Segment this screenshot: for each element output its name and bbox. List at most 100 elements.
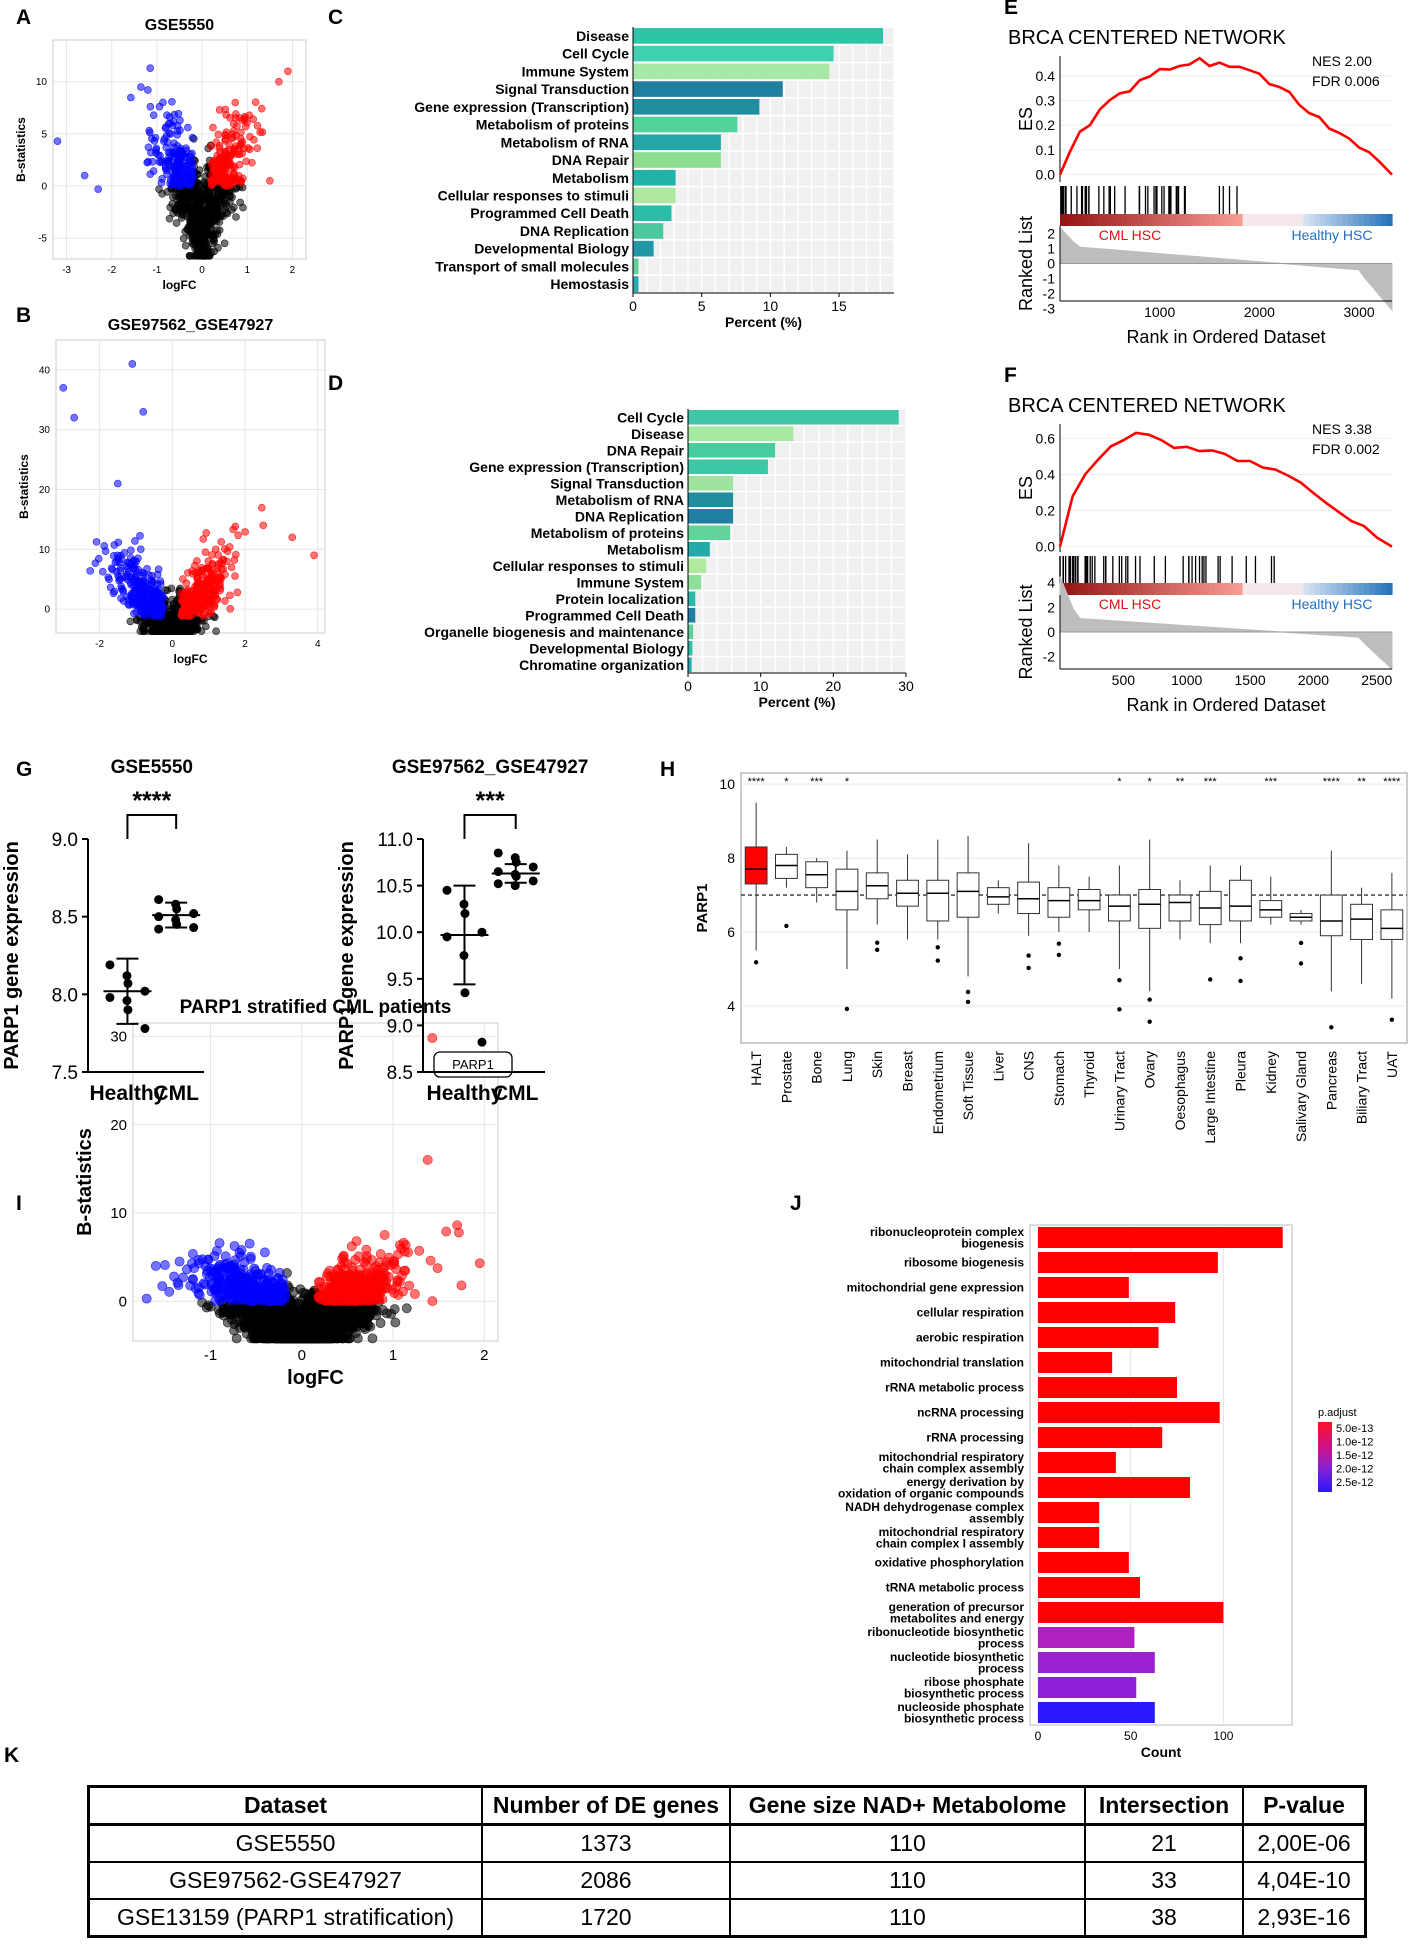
rank-heat-cell xyxy=(1320,214,1327,226)
panel-letter-k: K xyxy=(4,1744,19,1767)
up-point xyxy=(226,604,235,613)
up-point xyxy=(227,563,236,572)
ns-point xyxy=(386,1309,397,1319)
panel-letter-j: J xyxy=(790,1192,802,1215)
category-label: Cell Cycle xyxy=(562,46,629,62)
y-tick-label: 10 xyxy=(110,1205,127,1222)
x-tick-label: 10 xyxy=(753,678,769,694)
down-point xyxy=(156,577,165,585)
bar xyxy=(688,525,731,541)
up-point xyxy=(422,1155,433,1165)
panel-letter-g: G xyxy=(16,758,32,781)
x-tick-label: 4 xyxy=(315,639,321,650)
down-point xyxy=(146,597,154,606)
down-point xyxy=(237,1272,248,1283)
y-tick-label: 20 xyxy=(110,1117,127,1134)
gsea-title: BRCA CENTERED NETWORK xyxy=(1008,27,1286,49)
rank-heat-cell xyxy=(1087,214,1094,226)
down-point xyxy=(182,1264,192,1275)
ns-point xyxy=(198,252,207,260)
rank-heat-cell xyxy=(1093,214,1100,226)
ns-point xyxy=(193,206,202,215)
down-point xyxy=(160,137,168,146)
down-point xyxy=(100,542,109,550)
rank-heat-cell xyxy=(1375,214,1382,226)
down-point xyxy=(188,1274,198,1285)
rank-heat-cell xyxy=(1369,214,1376,226)
rl-tick-label: -2 xyxy=(1043,286,1056,302)
up-point xyxy=(310,551,318,560)
down-point xyxy=(135,585,143,594)
bar xyxy=(688,624,694,640)
bar xyxy=(633,98,760,115)
down-point xyxy=(250,1280,261,1291)
up-point xyxy=(238,116,247,125)
up-point xyxy=(209,575,218,584)
y-tick-label: 10 xyxy=(36,77,48,88)
up-point xyxy=(259,521,268,530)
down-point xyxy=(136,545,145,554)
bar xyxy=(633,116,738,133)
ns-point xyxy=(236,198,244,207)
up-point xyxy=(205,599,214,608)
down-point xyxy=(162,123,170,131)
up-point xyxy=(230,120,238,128)
ns-point xyxy=(220,239,229,248)
x-tick-label: 1 xyxy=(389,1347,397,1364)
rank-heat-cell xyxy=(1076,214,1083,226)
category-label: Disease xyxy=(631,426,684,442)
up-point xyxy=(177,596,186,604)
bar xyxy=(633,45,834,62)
up-point xyxy=(237,128,245,137)
rank-heat-cell xyxy=(1109,214,1116,226)
panel-letter-b: B xyxy=(16,304,31,327)
down-point xyxy=(145,571,153,579)
panel-letter-d: D xyxy=(328,372,343,395)
rank-heat-cell xyxy=(1281,214,1288,226)
ns-point xyxy=(325,1324,336,1335)
x-tick-label: 0 xyxy=(684,678,692,694)
up-point xyxy=(231,550,240,559)
down-point xyxy=(214,1270,225,1280)
rank-heat-cell xyxy=(1342,214,1349,226)
bar xyxy=(633,187,676,204)
ns-point xyxy=(198,212,207,220)
ns-point xyxy=(169,602,178,611)
ns-point xyxy=(299,1293,309,1304)
up-point xyxy=(217,559,226,568)
ns-point xyxy=(322,1333,333,1344)
category-label: Cell Cycle xyxy=(617,409,684,425)
category-label: Metabolism of proteins xyxy=(531,525,684,541)
ns-point xyxy=(179,234,188,243)
up-point xyxy=(404,1280,415,1291)
down-point xyxy=(182,144,190,152)
up-point xyxy=(226,174,234,183)
down-point xyxy=(156,151,164,160)
down-point xyxy=(136,532,144,540)
x-tick-label: 0 xyxy=(629,298,637,314)
up-point xyxy=(214,171,222,180)
up-point xyxy=(212,160,220,169)
rank-heat-cell xyxy=(1386,214,1393,226)
y-tick-label: 0 xyxy=(44,605,50,616)
category-label: Organelle biogenesis and maintenance xyxy=(424,624,684,640)
up-point xyxy=(210,177,218,186)
category-label: Developmental Biology xyxy=(474,241,629,257)
up-point xyxy=(373,1264,384,1275)
y-tick-label: -5 xyxy=(38,234,47,245)
ns-point xyxy=(264,1310,275,1321)
category-label: Chromatine organization xyxy=(519,657,684,673)
down-point xyxy=(99,567,107,576)
down-point xyxy=(244,1238,255,1249)
down-point xyxy=(274,1291,285,1302)
down-point xyxy=(146,102,155,111)
up-point xyxy=(452,1220,463,1231)
down-point xyxy=(152,144,161,153)
category-label: Programmed Cell Death xyxy=(525,607,684,623)
ns-point xyxy=(227,1306,238,1316)
bar xyxy=(688,442,776,458)
up-point xyxy=(232,142,240,150)
es-tick-label: 0.1 xyxy=(1036,142,1056,158)
ns-point xyxy=(231,1316,242,1327)
up-point xyxy=(347,1262,358,1272)
